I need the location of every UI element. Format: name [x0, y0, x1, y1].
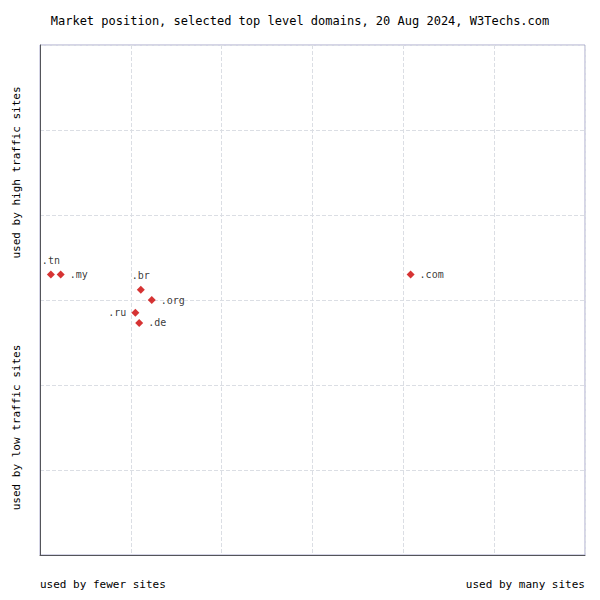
svg-text:used by low traffic sites: used by low traffic sites	[10, 345, 23, 511]
svg-text:.my: .my	[70, 269, 88, 280]
svg-text:.com: .com	[420, 269, 444, 280]
svg-text:.ru: .ru	[108, 307, 126, 318]
svg-text:used by fewer sites: used by fewer sites	[40, 578, 166, 591]
svg-text:.tn: .tn	[42, 255, 60, 266]
svg-text:.org: .org	[161, 295, 185, 306]
svg-text:used by high traffic sites: used by high traffic sites	[10, 86, 23, 258]
svg-text:.de: .de	[148, 317, 166, 328]
svg-text:used by many sites: used by many sites	[466, 578, 585, 591]
svg-text:Market position, selected top: Market position, selected top level doma…	[51, 14, 550, 28]
svg-text:.br: .br	[132, 270, 150, 281]
